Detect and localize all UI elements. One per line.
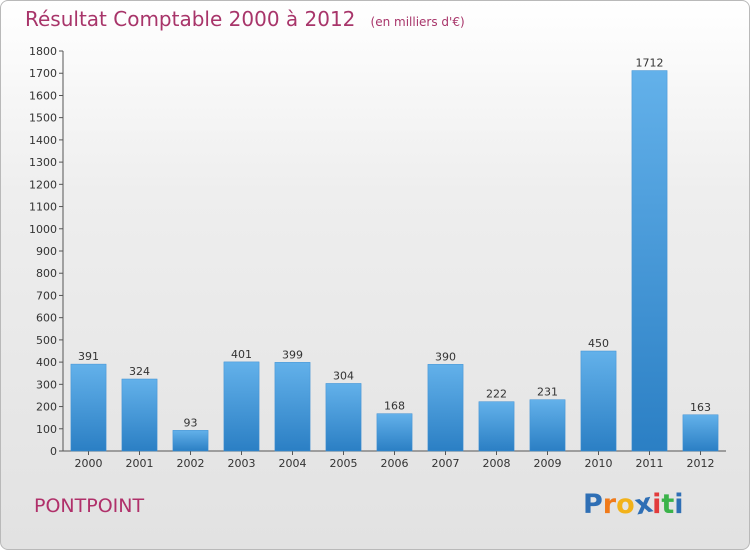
x-tick-label-2009: 2009 — [534, 457, 562, 470]
x-tick-label-2012: 2012 — [687, 457, 715, 470]
y-tick-label: 1600 — [29, 89, 57, 102]
commune-name: PONTPOINT — [34, 495, 145, 517]
value-label-2003: 401 — [231, 348, 252, 361]
y-tick-label: 1000 — [29, 223, 57, 236]
y-tick-label: 800 — [36, 267, 57, 280]
value-label-2005: 304 — [333, 369, 354, 382]
y-tick-label: 0 — [50, 445, 57, 458]
value-label-2001: 324 — [129, 365, 150, 378]
y-tick-label: 700 — [36, 289, 57, 302]
value-label-2008: 222 — [486, 388, 507, 401]
x-tick-label-2001: 2001 — [126, 457, 154, 470]
value-label-2010: 450 — [588, 337, 609, 350]
logo-letter: i — [652, 489, 662, 520]
value-label-2011: 1712 — [636, 57, 664, 70]
y-tick-label: 900 — [36, 245, 57, 258]
x-tick-label-2007: 2007 — [432, 457, 460, 470]
value-label-2007: 390 — [435, 350, 456, 363]
y-tick-label: 1400 — [29, 134, 57, 147]
bar-2007 — [427, 364, 464, 452]
bar-2002 — [172, 430, 209, 452]
bar-2010 — [580, 350, 617, 452]
value-label-2009: 231 — [537, 386, 558, 399]
bar-2012 — [682, 414, 719, 452]
title-text: Résultat Comptable 2000 à 2012 — [25, 7, 356, 31]
x-tick-label-2000: 2000 — [75, 457, 103, 470]
value-label-2002: 93 — [184, 416, 198, 429]
bars — [70, 70, 719, 452]
chart-title: Résultat Comptable 2000 à 2012 (en milli… — [25, 7, 465, 31]
y-tick-label: 1500 — [29, 112, 57, 125]
logo-letter: i — [674, 489, 684, 520]
x-tick-label-2002: 2002 — [177, 457, 205, 470]
bar-2004 — [274, 362, 311, 452]
logo-letter: t — [661, 489, 675, 520]
logo-letter: P — [583, 489, 603, 520]
data-labels: 391 324 93 401 399 304 168 390 222 231 450 1712 163 — [78, 57, 711, 430]
bar-2003 — [223, 361, 260, 452]
y-tick-label: 500 — [36, 334, 57, 347]
x-tick-label-2010: 2010 — [585, 457, 613, 470]
bar-2000 — [70, 363, 107, 452]
value-label-2000: 391 — [78, 350, 99, 363]
bar-2006 — [376, 413, 413, 452]
x-tick-label-2004: 2004 — [279, 457, 307, 470]
logo-letter: o — [616, 489, 635, 520]
value-label-2006: 168 — [384, 400, 405, 413]
value-label-2004: 399 — [282, 348, 303, 361]
y-tick-label: 100 — [36, 423, 57, 436]
y-tick-label: 600 — [36, 312, 57, 325]
bar-2009 — [529, 399, 566, 452]
x-tick-label-2011: 2011 — [636, 457, 664, 470]
y-tick-label: 200 — [36, 401, 57, 414]
value-label-2012: 163 — [690, 401, 711, 414]
x-tick-label-2005: 2005 — [330, 457, 358, 470]
bar-2001 — [121, 378, 158, 452]
proxiti-logo: Proxiti — [583, 488, 684, 522]
logo-letter: r — [602, 489, 617, 520]
x-tick-label-2006: 2006 — [381, 457, 409, 470]
x-tick-label-2008: 2008 — [483, 457, 511, 470]
axes: 0 100 200 300 400 500 600 700 800 900 1000 1100 1200… — [29, 45, 726, 470]
y-tick-label: 1100 — [29, 201, 57, 214]
y-tick-label: 1800 — [29, 45, 57, 58]
bar-2011 — [631, 70, 668, 452]
bar-2008 — [478, 401, 515, 452]
bar-2005 — [325, 383, 362, 452]
unit-note: (en milliers d'€) — [370, 15, 465, 29]
y-tick-label: 300 — [36, 378, 57, 391]
y-tick-label: 1200 — [29, 178, 57, 191]
x-tick-label-2003: 2003 — [228, 457, 256, 470]
y-tick-label: 400 — [36, 356, 57, 369]
y-tick-label: 1300 — [29, 156, 57, 169]
y-tick-label: 1700 — [29, 67, 57, 80]
